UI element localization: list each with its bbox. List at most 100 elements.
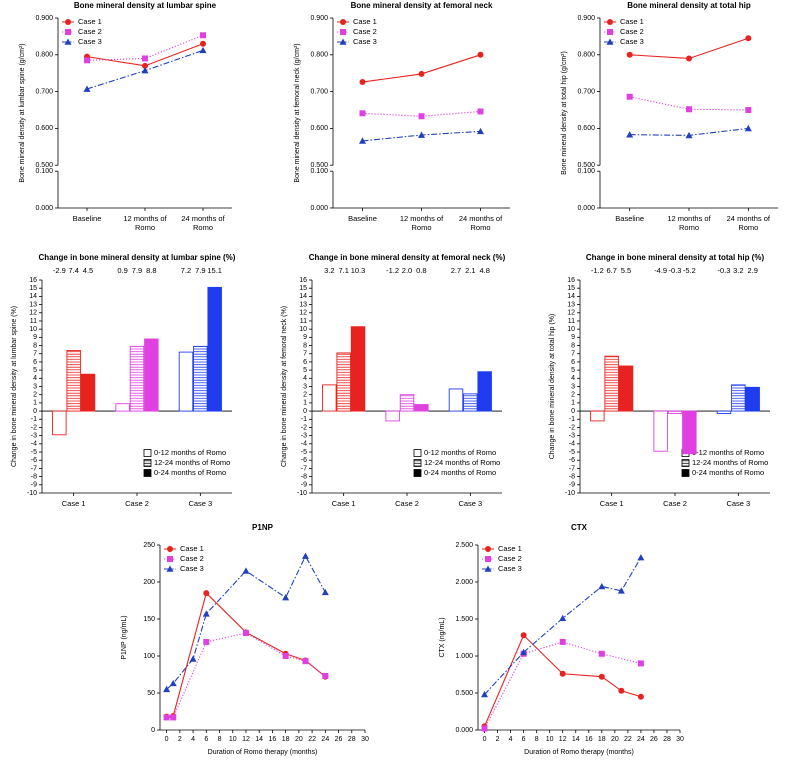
value-label: 0.8 (416, 266, 426, 275)
y-tick-label: 1 (303, 400, 307, 407)
x-tick-label: 10 (546, 736, 554, 743)
marker (163, 685, 171, 693)
y-tick-label: 12 (299, 310, 307, 317)
legend-label: 0-12 months of Romo (424, 448, 496, 457)
x-tick-label: 14 (572, 736, 580, 743)
value-label: 7.4 (68, 266, 78, 275)
marker (282, 594, 290, 601)
bar (350, 326, 366, 412)
y-tick-label: -2 (31, 424, 37, 431)
marker (242, 630, 249, 637)
marker (637, 693, 644, 700)
y-tick-label: -4 (569, 441, 575, 448)
y-axis-title: CTX (ng/mL) (439, 617, 446, 657)
value-label: 7.1 (338, 266, 348, 275)
marker (559, 614, 567, 622)
x-tick-label: 24 months of Romo (726, 214, 770, 232)
marker (607, 29, 613, 35)
bar (667, 410, 683, 414)
y-tick-label: 0 (151, 727, 155, 734)
y-tick-label: 3 (571, 383, 575, 390)
x-tick-label: 26 (335, 736, 343, 743)
y-tick-label: 0.700 (35, 88, 53, 95)
y-tick-label: -8 (31, 473, 37, 480)
value-label: 4.8 (479, 266, 489, 275)
marker (626, 131, 634, 138)
marker (617, 587, 625, 594)
marker (169, 679, 177, 687)
legend-swatch (143, 459, 152, 467)
legend-label: Case 1 (180, 544, 204, 553)
marker (322, 672, 329, 679)
value-label: 7.9 (132, 266, 142, 275)
marker (302, 658, 309, 665)
value-label: -5.2 (683, 266, 696, 275)
marker (418, 131, 425, 138)
y-tick-label: 0.000 (310, 205, 328, 212)
bar (653, 410, 668, 452)
legend-label: 12-24 months of Romo (154, 458, 230, 467)
marker (485, 546, 491, 552)
y-tick-label: 6 (303, 359, 307, 366)
marker (481, 690, 489, 698)
value-label: 2.9 (747, 266, 757, 275)
x-tick-label: 0 (483, 736, 487, 743)
y-tick-label: 0 (571, 408, 575, 415)
x-tick-label: 20 (611, 736, 619, 743)
y-tick-label: 16 (567, 277, 575, 284)
marker (163, 714, 170, 721)
chart-title: P1NP (252, 523, 274, 532)
marker (618, 687, 625, 694)
series-line (86, 43, 204, 67)
y-tick-label: -1 (301, 416, 307, 423)
chart-title: Bone mineral density at lumbar spine (74, 1, 217, 10)
y-tick-label: -3 (31, 432, 37, 439)
y-tick-label: 7 (303, 351, 307, 358)
y-tick-label: -9 (301, 482, 307, 489)
value-label: 15.1 (207, 266, 222, 275)
x-tick-label: Baseline (615, 214, 645, 223)
x-tick-label: 26 (650, 736, 658, 743)
y-tick-label: 15 (29, 285, 37, 292)
marker (167, 546, 173, 552)
y-axis-title: Change in bone mineral density at total … (549, 314, 556, 460)
marker (166, 565, 174, 572)
marker (202, 610, 210, 617)
y-tick-label: -10 (27, 490, 37, 497)
y-tick-label: 2 (571, 392, 575, 399)
x-tick-label: 18 (598, 736, 606, 743)
bar (144, 338, 159, 412)
y-tick-label: 0.800 (577, 52, 595, 59)
bar (731, 384, 746, 412)
y-tick-label: 10 (29, 326, 37, 333)
chart-title: CTX (571, 523, 588, 532)
marker (359, 79, 366, 86)
marker (598, 650, 605, 657)
x-tick-label: 24 (637, 736, 645, 743)
y-tick-label: 0.700 (310, 88, 328, 95)
legend-label: 12-24 months of Romo (692, 458, 768, 467)
marker (477, 127, 484, 135)
x-tick-label: Case 3 (188, 499, 213, 508)
marker (418, 113, 425, 120)
marker (598, 582, 606, 590)
marker (200, 40, 206, 47)
value-label: 10.3 (351, 266, 366, 275)
marker (607, 19, 613, 25)
legend-label: Case 2 (180, 554, 204, 563)
y-tick-label: -3 (569, 432, 575, 439)
marker (637, 554, 645, 561)
marker (167, 556, 173, 562)
marker (84, 57, 90, 64)
y-tick-label: 0.600 (310, 125, 328, 132)
bar (322, 384, 337, 412)
y-axis-title: Bone mineral density at femoral neck (g/… (294, 43, 301, 182)
x-tick-label: Case 2 (663, 499, 687, 508)
marker (203, 638, 210, 645)
y-tick-label: 14 (29, 293, 37, 300)
y-tick-label: 0 (33, 408, 37, 415)
y-tick-label: 150 (143, 616, 155, 623)
x-tick-label: 12 months of Romo (399, 214, 444, 232)
y-tick-label: 12 (29, 310, 37, 317)
y-tick-label: 0.500 (35, 162, 53, 169)
